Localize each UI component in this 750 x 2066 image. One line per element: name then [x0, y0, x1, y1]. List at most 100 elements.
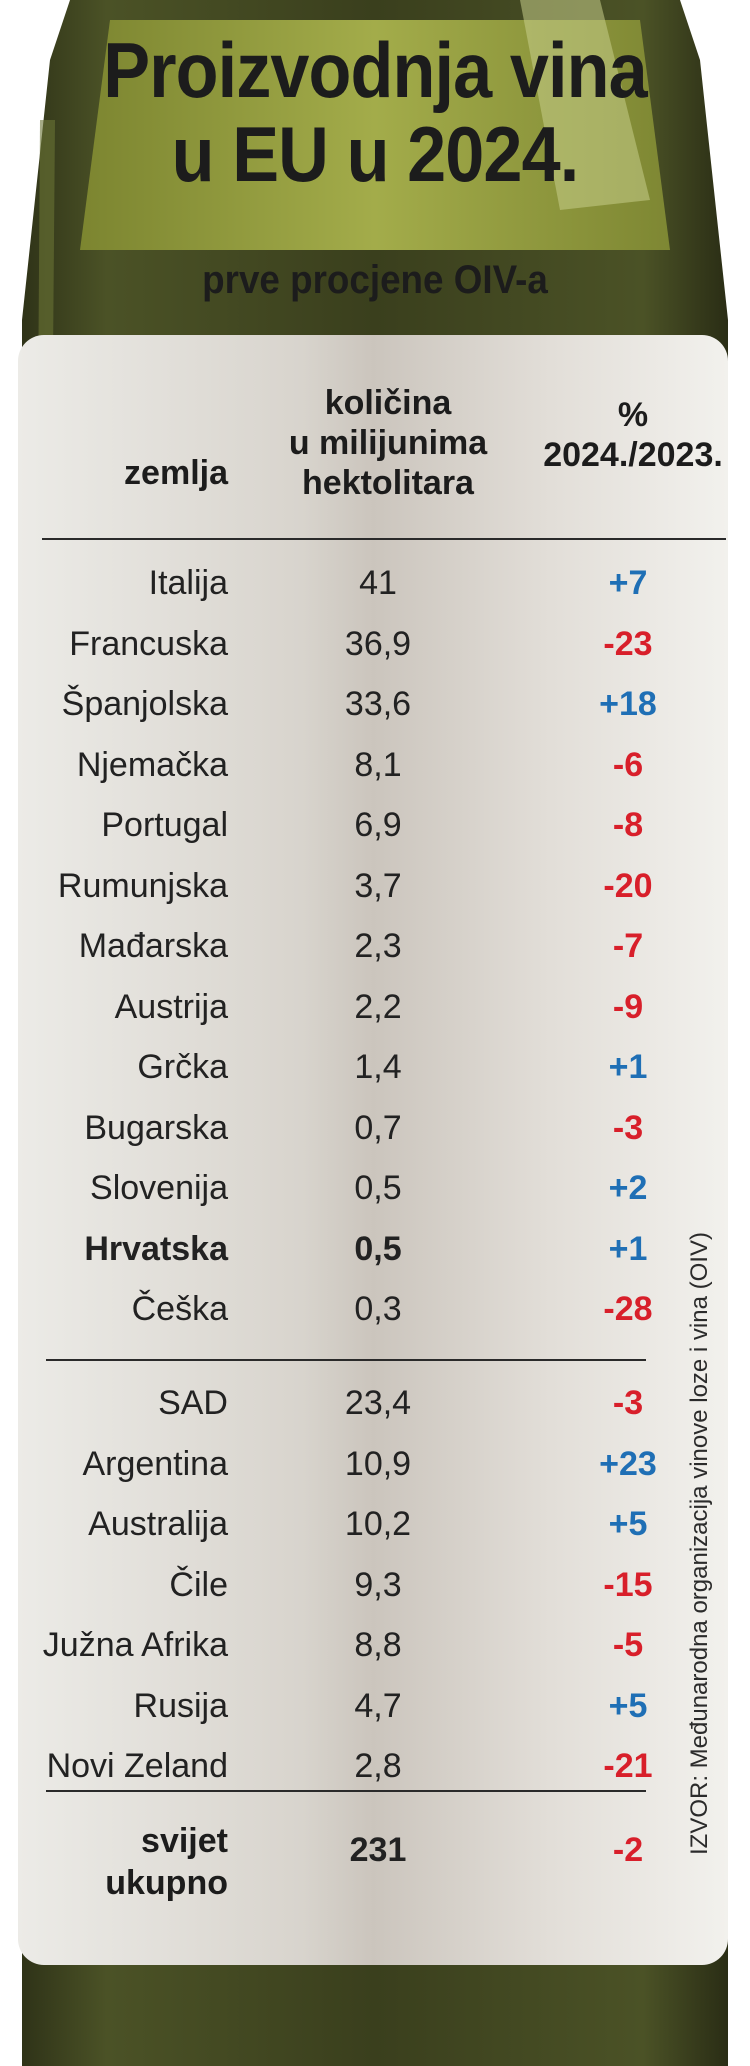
column-header-change: % 2024./2023.	[488, 395, 750, 475]
table-row: Australija 10,2 +5	[18, 1496, 728, 1552]
table-row: Rusija 4,7 +5	[18, 1678, 728, 1734]
value-cell: 0,7	[354, 1108, 402, 1147]
change-cell: +7	[608, 564, 648, 602]
country-cell: Slovenija	[90, 1169, 228, 1207]
table-row: Austrija 2,2 -9	[18, 979, 728, 1035]
country-cell: SAD	[158, 1384, 228, 1422]
bottle-shine	[520, 0, 650, 210]
value-cell: 0,5	[354, 1229, 402, 1268]
change-cell: -15	[603, 1565, 653, 1604]
change-cell: -23	[603, 624, 653, 663]
value-cell: 6,9	[354, 806, 402, 844]
subtitle: prve procjene OIV-a	[202, 258, 548, 302]
change-cell: +1	[608, 1229, 648, 1268]
value-cell: 2,3	[354, 927, 402, 965]
eu-divider	[46, 1359, 646, 1361]
change-cell: +18	[599, 685, 657, 723]
value-cell: 33,6	[344, 685, 412, 723]
change-cell: -9	[612, 987, 644, 1026]
table-row: Novi Zeland 2,8 -21	[18, 1738, 728, 1794]
page-title-line1: Proizvodnja vina	[103, 26, 647, 114]
value-cell: 10,2	[344, 1505, 412, 1543]
value-cell: 41	[359, 564, 397, 602]
change-cell: +2	[608, 1169, 648, 1207]
country-cell: Mađarska	[78, 927, 228, 965]
total-label: svijet ukupno	[38, 1820, 228, 1904]
country-cell: Češka	[131, 1290, 228, 1328]
table-row: Čile 9,3 -15	[18, 1557, 728, 1613]
column-header-change-line: 2024./2023.	[543, 436, 723, 474]
change-cell: +23	[599, 1444, 657, 1483]
source-note: IZVOR: Međunarodna organizacija vinove l…	[686, 1232, 713, 1855]
table-row: Bugarska 0,7 -3	[18, 1100, 728, 1156]
value-cell: 3,7	[354, 866, 402, 905]
value-cell: 0,3	[354, 1290, 402, 1328]
table-row: Italija 41 +7	[18, 555, 728, 611]
total-row: 231 -2	[18, 1822, 728, 1878]
table-row: SAD 23,4 -3	[18, 1375, 728, 1431]
country-cell: Hrvatska	[84, 1229, 228, 1268]
column-header-quantity: količina u milijunima hektolitara	[238, 383, 538, 503]
total-change: -2	[612, 1831, 644, 1869]
column-header-change-line: %	[617, 396, 649, 434]
value-cell: 23,4	[344, 1384, 412, 1422]
country-cell: Čile	[169, 1565, 228, 1604]
country-cell: Portugal	[101, 806, 228, 844]
value-cell: 8,8	[354, 1626, 402, 1664]
value-cell: 10,9	[344, 1444, 412, 1483]
change-cell: -28	[603, 1290, 653, 1328]
value-cell: 36,9	[344, 624, 412, 663]
country-cell: Austrija	[114, 987, 228, 1026]
country-cell: Australija	[88, 1505, 228, 1543]
column-header-quantity-line: količina	[324, 384, 452, 422]
header-divider	[42, 538, 726, 540]
country-cell: Francuska	[69, 624, 228, 663]
table-row: Portugal 6,9 -8	[18, 797, 728, 853]
change-cell: -5	[612, 1626, 644, 1664]
change-cell: -6	[612, 745, 644, 784]
table-row: Njemačka 8,1 -6	[18, 737, 728, 793]
table-row: Slovenija 0,5 +2	[18, 1160, 728, 1216]
value-cell: 8,1	[354, 745, 402, 784]
table-row: Južna Afrika 8,8 -5	[18, 1617, 728, 1673]
country-cell: Rusija	[133, 1686, 228, 1725]
change-cell: +5	[608, 1686, 648, 1725]
country-cell: Bugarska	[84, 1108, 228, 1147]
country-cell: Rumunjska	[57, 866, 228, 905]
value-cell: 1,4	[354, 1048, 402, 1086]
table-panel: zemlja količina u milijunima hektolitara…	[18, 335, 728, 1965]
change-cell: -3	[612, 1108, 644, 1147]
total-divider	[46, 1790, 646, 1792]
country-cell: Italija	[148, 564, 228, 602]
change-cell: -8	[612, 806, 644, 844]
table-row: Rumunjska 3,7 -20	[18, 858, 728, 914]
country-cell: Španjolska	[61, 685, 228, 723]
table-row: Češka 0,3 -28	[18, 1281, 728, 1337]
table-row: Španjolska 33,6 +18	[18, 676, 728, 732]
value-cell: 2,2	[354, 987, 402, 1026]
total-label-line: ukupno	[105, 1864, 228, 1902]
total-label-line: svijet	[141, 1822, 228, 1860]
value-cell: 4,7	[354, 1686, 402, 1725]
country-cell: Grčka	[137, 1048, 228, 1086]
country-cell: Novi Zeland	[46, 1747, 228, 1785]
bottle-label-band	[80, 20, 670, 250]
value-cell: 9,3	[354, 1565, 402, 1604]
page-title-line2: u EU u 2024.	[171, 110, 580, 198]
country-cell: Argentina	[82, 1444, 228, 1483]
table-row: Francuska 36,9 -23	[18, 616, 728, 672]
country-cell: Južna Afrika	[42, 1626, 228, 1664]
country-cell: Njemačka	[76, 745, 228, 784]
change-cell: -20	[603, 866, 653, 905]
table-row: Hrvatska 0,5 +1	[18, 1221, 728, 1277]
change-cell: -7	[612, 927, 644, 965]
change-cell: +1	[608, 1048, 648, 1086]
change-cell: +5	[608, 1505, 648, 1543]
column-header-quantity-line: hektolitara	[302, 464, 474, 502]
column-header-country: zemlja	[124, 454, 228, 492]
value-cell: 0,5	[354, 1169, 402, 1207]
value-cell: 2,8	[354, 1747, 402, 1785]
table-row: Grčka 1,4 +1	[18, 1039, 728, 1095]
table-row: Argentina 10,9 +23	[18, 1436, 728, 1492]
change-cell: -3	[612, 1384, 644, 1422]
